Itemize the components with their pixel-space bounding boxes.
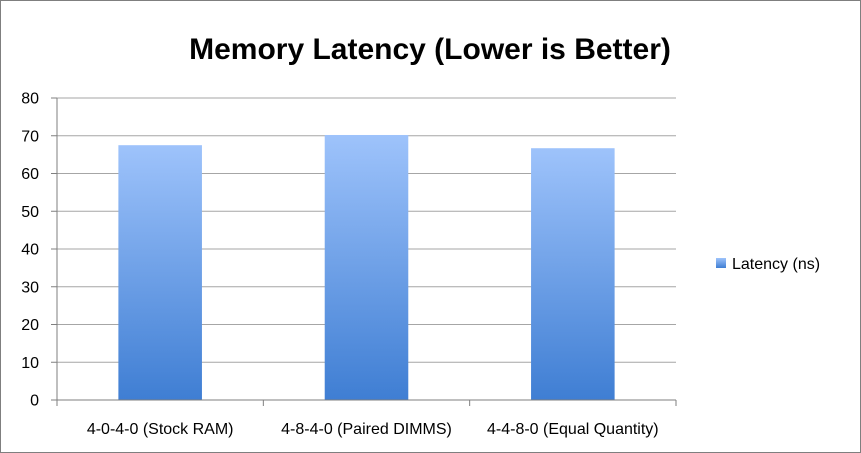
y-tick-label: 30: [21, 279, 39, 296]
y-tick-label: 0: [30, 393, 39, 410]
y-tick-label: 10: [21, 355, 39, 372]
legend-swatch: [716, 258, 726, 268]
y-tick-labels: 0 10 20 30 40 50 60 70 80: [21, 91, 39, 410]
axes: [56, 98, 677, 406]
x-tick-label: 4-4-8-0 (Equal Quantity): [487, 421, 659, 438]
bar: [324, 134, 409, 400]
y-tick-label: 80: [21, 91, 39, 108]
bar: [531, 148, 615, 400]
legend: Latency (ns): [716, 256, 820, 273]
y-tick-label: 20: [21, 317, 39, 334]
bars: [118, 134, 615, 400]
y-tick-label: 60: [21, 166, 39, 183]
y-tick-label: 70: [21, 128, 39, 145]
x-tick-label: 4-8-4-0 (Paired DIMMS): [281, 421, 452, 438]
chart-title: Memory Latency (Lower is Better): [189, 33, 671, 66]
legend-label: Latency (ns): [732, 256, 820, 273]
y-tick-label: 50: [21, 204, 39, 221]
x-tick-label: 4-0-4-0 (Stock RAM): [87, 421, 234, 438]
bar: [118, 145, 202, 400]
y-tick-label: 40: [21, 242, 39, 259]
x-tick-labels: 4-0-4-0 (Stock RAM) 4-8-4-0 (Paired DIMMS…: [87, 421, 659, 438]
